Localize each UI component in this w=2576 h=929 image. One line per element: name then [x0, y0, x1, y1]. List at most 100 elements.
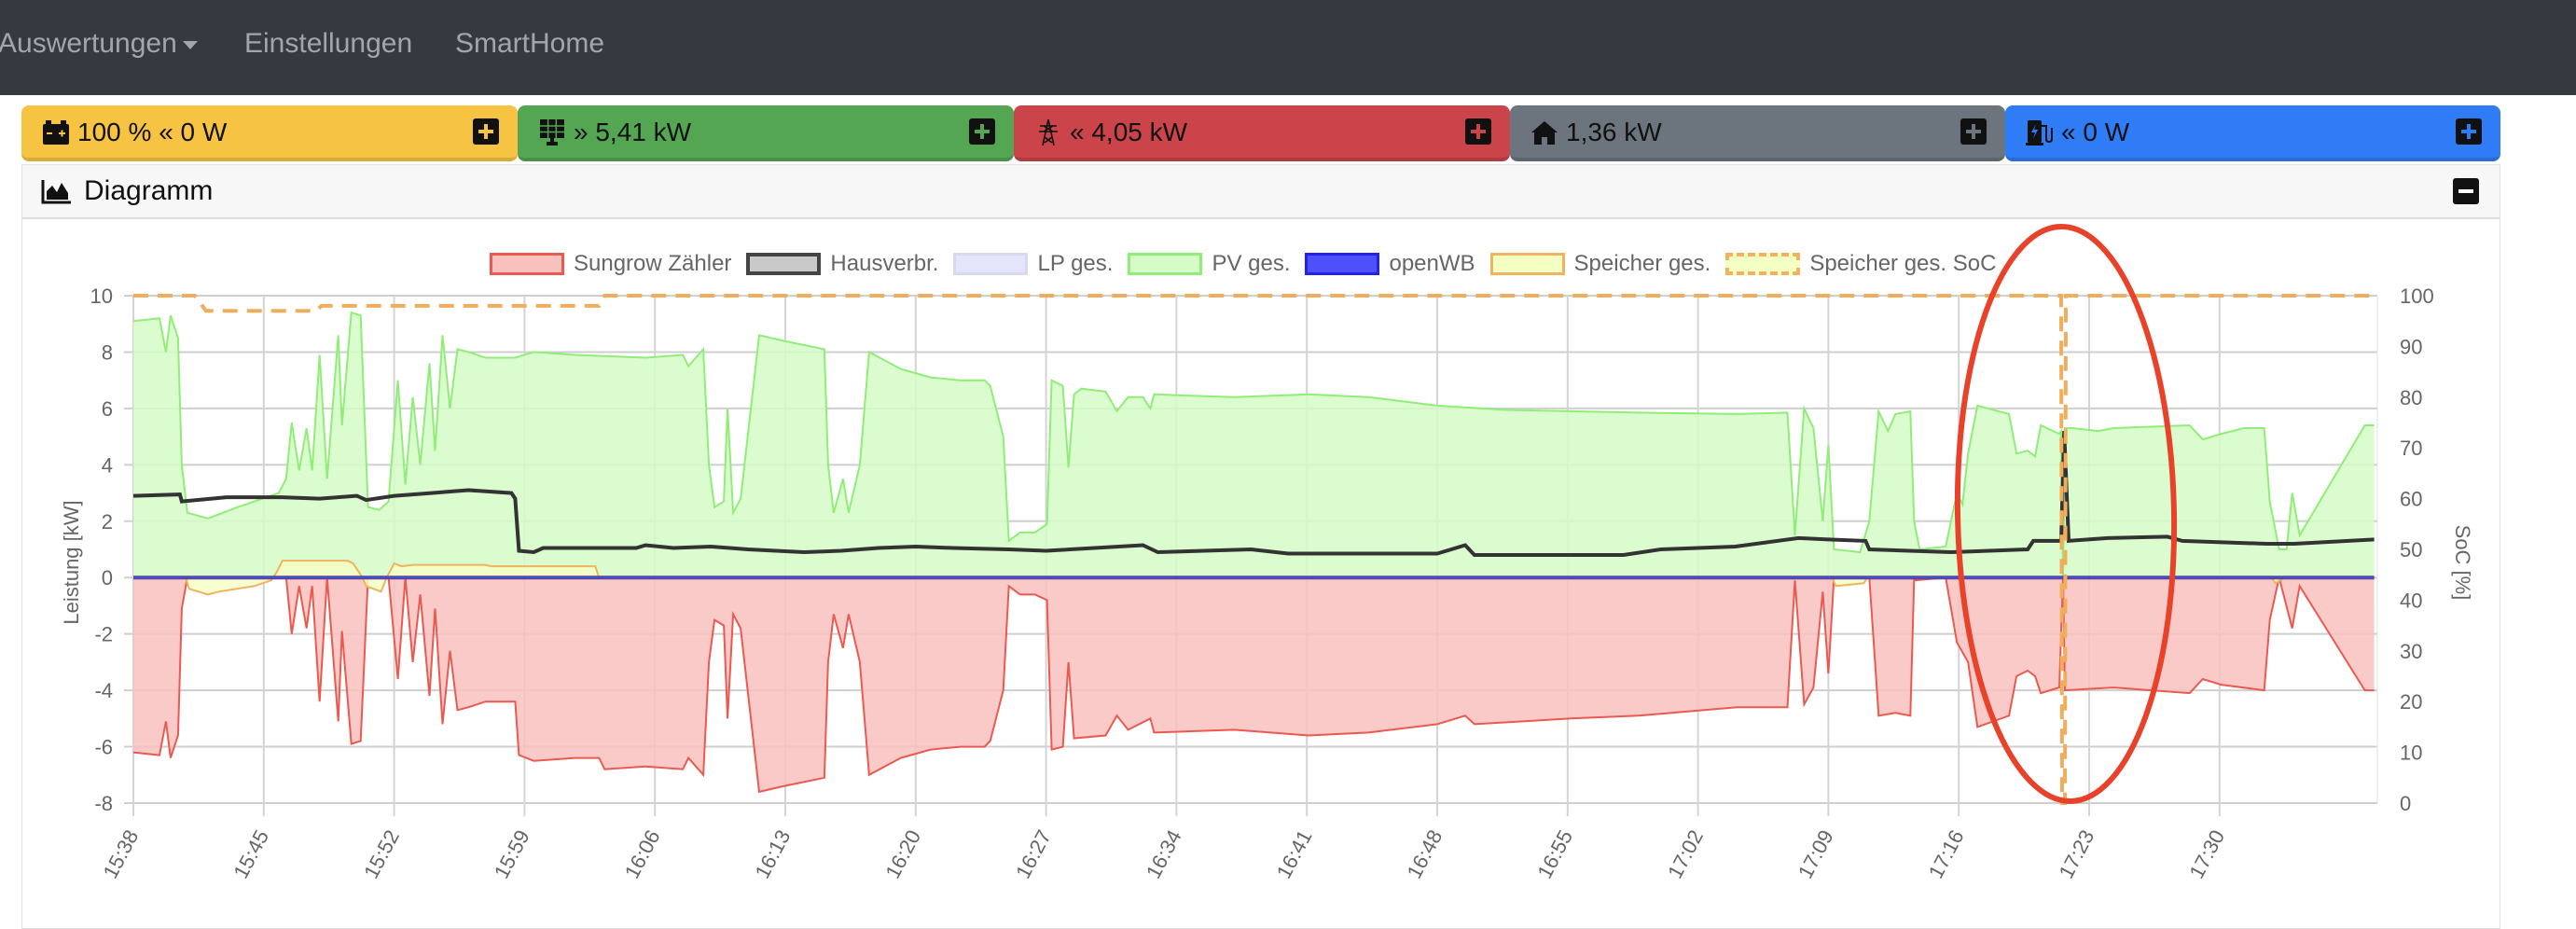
- pv-direction-icon: »: [574, 118, 589, 146]
- x-tick-label: 16:20: [880, 826, 925, 882]
- legend-label: Speicher ges.: [1573, 251, 1711, 276]
- annotation-ellipse: [1954, 224, 2178, 804]
- house-expand-button[interactable]: [1960, 118, 1987, 145]
- navbar: Auswertungen Einstellungen SmartHome: [0, 0, 2576, 95]
- y-right-tick-label: 90: [2400, 335, 2422, 358]
- legend-item-speicher[interactable]: Speicher ges.: [1489, 250, 1711, 278]
- legend-item-hausverbr[interactable]: Hausverbr.: [746, 250, 938, 278]
- x-tick-label: 17:09: [1794, 826, 1838, 882]
- y-tick-label: 10: [90, 284, 113, 308]
- legend-item-soc[interactable]: Speicher ges. SoC: [1725, 250, 1996, 278]
- legend-label: Hausverbr.: [830, 251, 939, 276]
- legend-swatch: [490, 253, 564, 275]
- status-row: 100 % « 0 W » 5,41 kW « 4,05 kW 1,36 kW …: [21, 105, 2500, 161]
- battery-soc: 100 %: [77, 118, 152, 146]
- y-tick-label: -2: [94, 623, 113, 646]
- charger-status: « 0 W: [2005, 105, 2500, 161]
- x-tick-label: 16:34: [1142, 826, 1186, 882]
- power-chart: 1086420-2-4-6-8100908070605040302010015:…: [90, 224, 2434, 882]
- soc-series-line: [133, 294, 2375, 805]
- x-tick-label: 17:16: [1924, 826, 1969, 882]
- legend-label: Sungrow Zähler: [574, 251, 732, 276]
- y-right-tick-label: 20: [2400, 690, 2422, 714]
- battery-icon: [43, 120, 69, 145]
- x-tick-label: 16:06: [620, 826, 665, 882]
- y-right-tick-label: 50: [2400, 538, 2422, 562]
- y-tick-label: 8: [102, 340, 113, 364]
- x-tick-label: 15:52: [359, 826, 404, 882]
- chart-card: Diagramm: [21, 164, 2500, 929]
- y-tick-label: 0: [102, 566, 113, 589]
- x-tick-label: 17:02: [1663, 826, 1708, 882]
- y-right-tick-label: 70: [2400, 437, 2422, 460]
- area-chart-icon: [41, 180, 71, 204]
- y-tick-label: 2: [102, 510, 113, 534]
- zaehler-series-line: [132, 576, 2375, 794]
- card-title: Diagramm: [84, 175, 214, 206]
- battery-power: 0 W: [180, 118, 228, 146]
- pv-status: » 5,41 kW: [518, 105, 1014, 161]
- speicher-series-line: [133, 560, 2375, 596]
- grid-direction-icon: «: [1070, 118, 1085, 146]
- legend-swatch: [1128, 253, 1203, 275]
- legend-item-zaehler[interactable]: Sungrow Zähler: [490, 250, 731, 278]
- house-status: 1,36 kW: [1510, 105, 2005, 161]
- x-tick-label: 15:38: [98, 826, 143, 882]
- nav-smarthome[interactable]: SmartHome: [455, 28, 605, 59]
- legend-item-pv[interactable]: PV ges.: [1128, 250, 1290, 278]
- y-right-tick-label: 60: [2400, 488, 2422, 511]
- power-tower-icon: [1039, 118, 1058, 146]
- zaehler-series-area: [133, 577, 2375, 792]
- charger-power: 0 W: [2083, 118, 2130, 146]
- x-tick-label: 16:13: [750, 826, 795, 882]
- y-tick-label: -6: [94, 736, 113, 759]
- legend-label: LP ges.: [1037, 251, 1114, 276]
- pv-power: 5,41 kW: [595, 118, 692, 146]
- legend-swatch: [1725, 253, 1801, 275]
- legend-item-openwb[interactable]: openWB: [1305, 250, 1475, 278]
- legend-label: PV ges.: [1212, 251, 1291, 276]
- legend-label: Speicher ges. SoC: [1809, 251, 1997, 276]
- solar-panel-icon: [540, 119, 564, 146]
- pv-series-area: [133, 312, 2375, 578]
- legend-swatch: [953, 253, 1029, 275]
- x-tick-label: 15:45: [229, 826, 273, 882]
- y-tick-label: 4: [102, 453, 113, 477]
- legend-swatch: [746, 253, 822, 275]
- legend-item-lp[interactable]: LP ges.: [953, 250, 1113, 278]
- house-icon: [1531, 121, 1558, 145]
- chart-card-header[interactable]: Diagramm: [22, 165, 2500, 219]
- grid-status: « 4,05 kW: [1014, 105, 1510, 161]
- x-tick-label: 16:48: [1402, 826, 1447, 882]
- charger-expand-button[interactable]: [2456, 118, 2482, 145]
- charger-direction-icon: «: [2061, 118, 2076, 146]
- chart-legend: Sungrow Zähler Hausverbr. LP ges. PV ges…: [490, 250, 2011, 278]
- y-tick-label: 6: [102, 397, 113, 421]
- grid-power: 4,05 kW: [1091, 118, 1188, 146]
- haus-series-line: [132, 431, 2375, 557]
- y-right-tick-label: 80: [2400, 386, 2422, 409]
- charging-station-icon: [2026, 120, 2053, 146]
- legend-label: openWB: [1389, 251, 1475, 276]
- y-tick-label: -4: [94, 679, 113, 702]
- x-tick-label: 17:23: [2054, 826, 2098, 882]
- legend-swatch: [1489, 253, 1565, 275]
- grid-expand-button[interactable]: [1465, 118, 1491, 145]
- nav-auswertungen-dropdown[interactable]: Auswertungen: [0, 28, 198, 60]
- caret-down-icon: [182, 40, 198, 49]
- y-right-tick-label: 40: [2400, 589, 2422, 612]
- y-right-tick-label: 0: [2400, 792, 2411, 815]
- nav-einstellungen[interactable]: Einstellungen: [244, 28, 413, 59]
- x-tick-label: 15:59: [490, 826, 534, 882]
- y-tick-label: -8: [94, 792, 113, 815]
- battery-expand-button[interactable]: [473, 118, 499, 145]
- x-tick-label: 16:55: [1532, 826, 1577, 882]
- x-tick-label: 16:41: [1272, 826, 1317, 882]
- battery-direction-icon: «: [159, 118, 173, 146]
- y-right-tick-label: 10: [2400, 742, 2422, 765]
- collapse-button[interactable]: [2453, 178, 2479, 204]
- x-tick-label: 17:30: [2184, 826, 2229, 882]
- x-tick-label: 16:27: [1011, 826, 1056, 882]
- pv-series-line: [132, 311, 2375, 578]
- pv-expand-button[interactable]: [969, 118, 995, 145]
